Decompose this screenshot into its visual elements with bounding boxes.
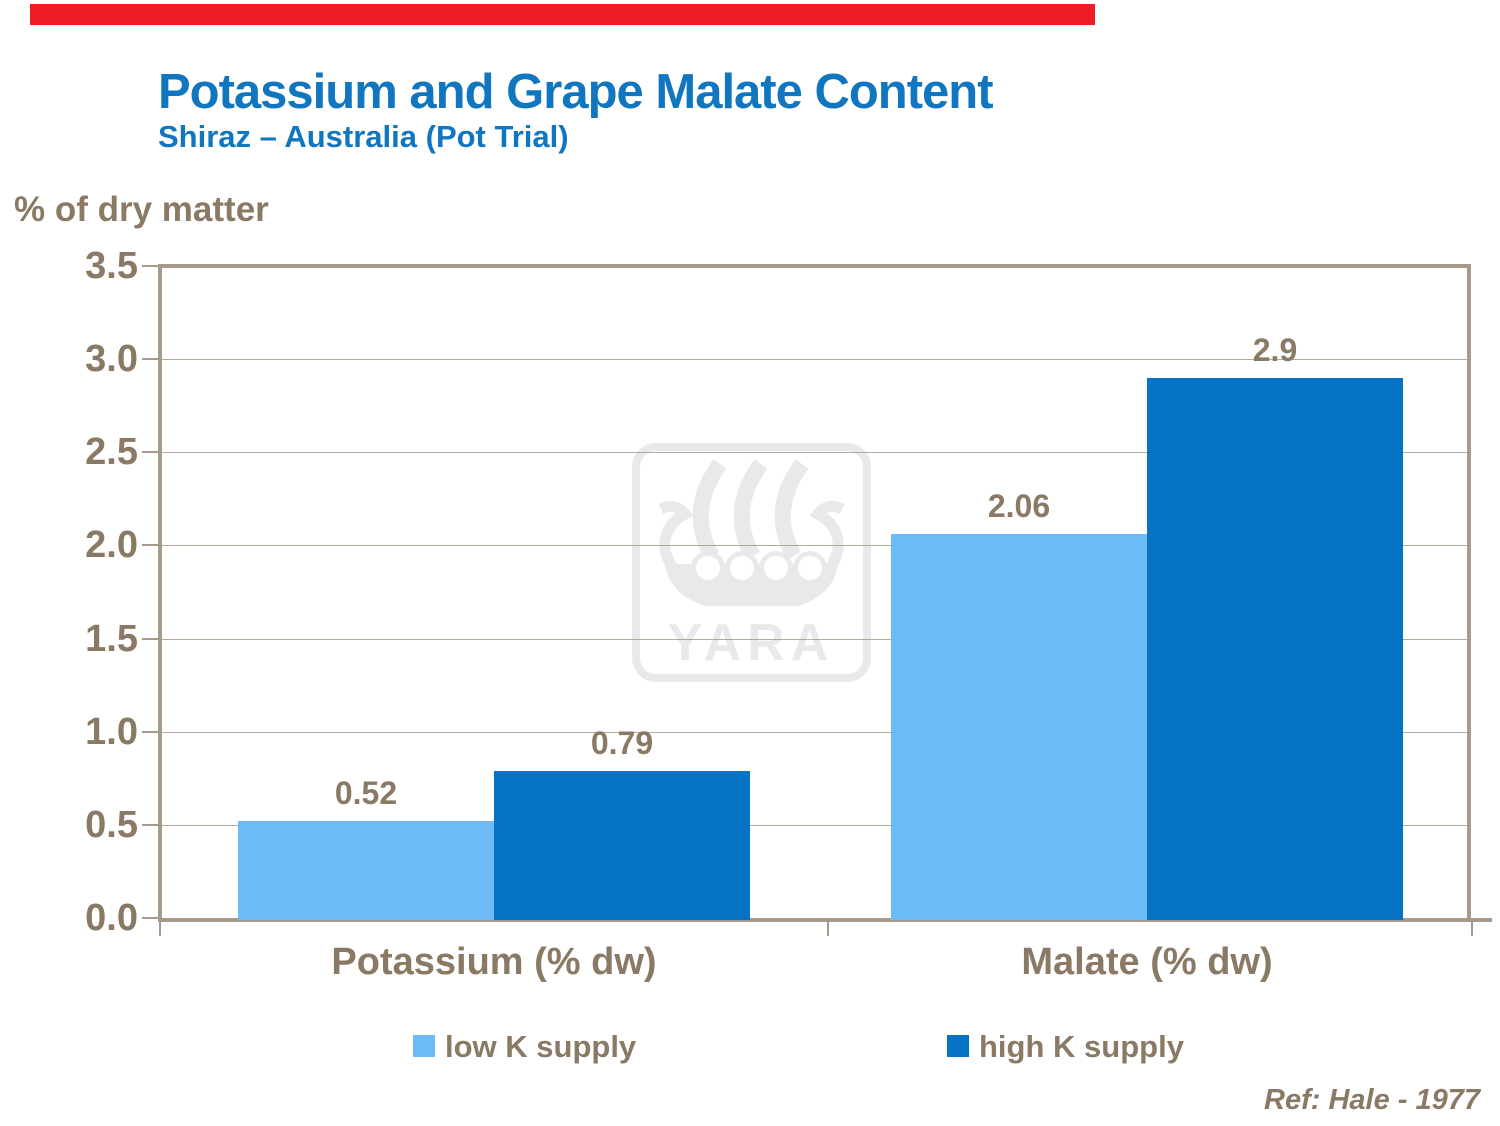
- yara-watermark-logo: YARA: [632, 443, 871, 682]
- y-tick-mark: [142, 824, 158, 826]
- y-tick-label: 2.0: [85, 524, 138, 566]
- bar-low-k-potassium: [238, 821, 494, 920]
- chart-title: Potassium and Grape Malate Content: [158, 65, 994, 119]
- legend-swatch-low-k: [413, 1035, 435, 1057]
- ship-prow-icon: [658, 500, 694, 572]
- reference-citation: Ref: Hale - 1977: [1264, 1084, 1480, 1116]
- y-axis-unit-label: % of dry matter: [14, 190, 269, 229]
- bar-value-label-low-k-malate: 2.06: [987, 488, 1051, 524]
- x-tick-mark: [827, 922, 829, 936]
- bar-low-k-malate: [891, 534, 1147, 920]
- bar-value-label-high-k-malate: 2.9: [1252, 332, 1298, 368]
- gridline: [162, 825, 1467, 826]
- y-tick-label: 0.0: [85, 897, 138, 939]
- x-tick-mark: [159, 922, 161, 936]
- x-axis-line-extension: [1467, 918, 1492, 922]
- y-tick-label: 1.0: [85, 711, 138, 753]
- legend-swatch-high-k: [947, 1035, 969, 1057]
- watermark-text: YARA: [668, 614, 835, 672]
- chart-subtitle: Shiraz – Australia (Pot Trial): [158, 119, 569, 154]
- ship-shields-icon: [691, 551, 827, 585]
- ship-sail-icon: [733, 459, 768, 560]
- gridline: [162, 639, 1467, 640]
- y-tick-label: 3.0: [85, 338, 138, 380]
- gridline: [162, 359, 1467, 360]
- ship-sail-icon: [774, 459, 809, 560]
- y-tick-label: 3.5: [85, 245, 138, 287]
- category-label-malate: Malate (% dw): [1021, 941, 1273, 983]
- gridline: [162, 452, 1467, 453]
- legend-label-low-k: low K supply: [445, 1029, 637, 1064]
- y-tick-mark: [142, 451, 158, 453]
- y-tick-mark: [142, 917, 158, 919]
- y-tick-mark: [142, 265, 158, 267]
- y-tick-label: 1.5: [85, 618, 138, 660]
- watermark-frame: [632, 443, 871, 682]
- slide-accent-bar: [30, 4, 1095, 25]
- y-tick-mark: [142, 638, 158, 640]
- y-tick-mark: [142, 358, 158, 360]
- gridline: [162, 545, 1467, 546]
- gridline: [162, 732, 1467, 733]
- y-tick-mark: [142, 731, 158, 733]
- bar-high-k-malate: [1147, 378, 1403, 920]
- x-tick-mark: [1471, 922, 1473, 936]
- ship-stern-icon: [809, 500, 845, 572]
- ship-sail-icon: [692, 459, 727, 560]
- bar-value-label-low-k-potassium: 0.52: [334, 775, 398, 811]
- bar-high-k-potassium: [494, 771, 750, 920]
- y-tick-mark: [142, 544, 158, 546]
- plot-area: [158, 264, 1471, 922]
- y-tick-label: 0.5: [85, 804, 138, 846]
- bar-value-label-high-k-potassium: 0.79: [590, 725, 654, 761]
- legend-label-high-k: high K supply: [979, 1029, 1184, 1064]
- category-label-potassium: Potassium (% dw): [331, 941, 657, 983]
- y-tick-label: 2.5: [85, 431, 138, 473]
